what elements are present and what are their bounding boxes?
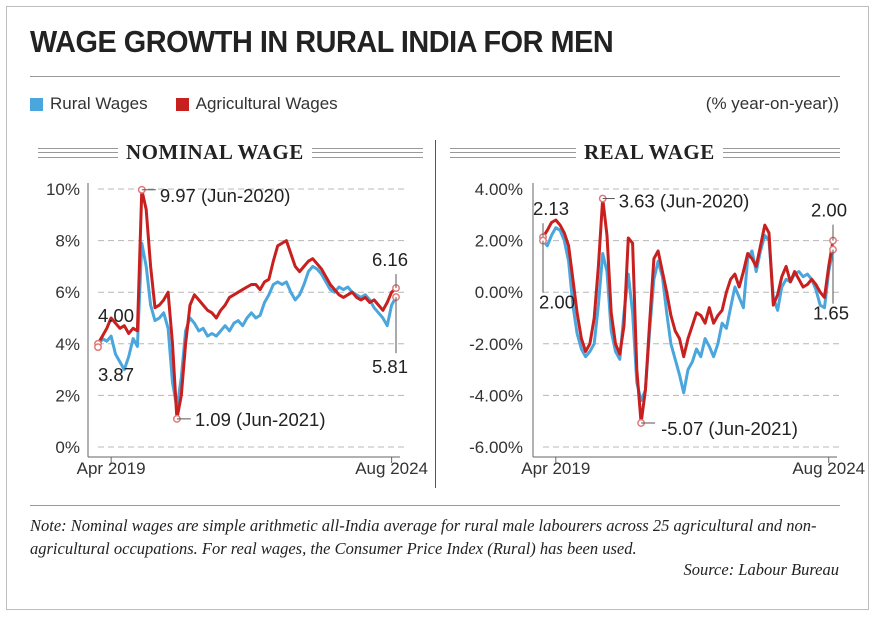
annotation-label: 4.00 <box>98 305 134 326</box>
title-rule <box>30 76 840 77</box>
series-line-agri <box>96 188 398 421</box>
y-tick-label: -6.00% <box>469 438 523 457</box>
chart-title: WAGE GROWTH IN RURAL INDIA FOR MEN <box>30 24 614 59</box>
annotation-label: 9.97 (Jun-2020) <box>160 185 291 206</box>
y-tick-label: 2% <box>55 386 80 405</box>
panel-title-real: REAL WAGE <box>576 140 723 165</box>
annotation-label: 3.63 (Jun-2020) <box>619 191 750 212</box>
note-rule <box>30 505 840 506</box>
legend-swatch-agri <box>175 97 189 111</box>
series-line-rural <box>96 241 398 410</box>
annotation-label: 1.09 (Jun-2021) <box>195 409 326 430</box>
y-tick-label: 0% <box>55 438 80 457</box>
x-tick-label: Aug 2024 <box>792 459 865 478</box>
annotation-marker <box>94 343 102 352</box>
footnote: Note: Nominal wages are simple arithmeti… <box>30 516 817 558</box>
annotation-label: 2.00 <box>539 292 575 313</box>
annotation-label: -5.07 (Jun-2021) <box>661 418 798 439</box>
y-tick-label: 2.00% <box>475 232 523 251</box>
legend-item-agri: Agricultural Wages <box>175 94 338 114</box>
legend-swatch-rural <box>30 97 43 111</box>
y-tick-label: -4.00% <box>469 386 523 405</box>
legend-label-agri: Agricultural Wages <box>195 94 338 113</box>
units-label: (% year-on-year)) <box>705 94 839 113</box>
series-line-agri <box>541 197 835 425</box>
annotation-label: 3.87 <box>98 364 134 385</box>
y-tick-label: 4% <box>55 335 80 354</box>
annotation-label: 5.81 <box>372 356 408 377</box>
source-credit: Source: Labour Bureau <box>683 560 839 579</box>
y-tick-label: -2.00% <box>469 335 523 354</box>
series-line-rural <box>541 226 835 403</box>
panel-title-nominal: NOMINAL WAGE <box>118 140 312 165</box>
x-tick-label: Apr 2019 <box>77 459 146 478</box>
figure-frame <box>6 6 869 610</box>
panel-divider <box>435 140 436 488</box>
x-tick-label: Aug 2024 <box>355 459 428 478</box>
y-tick-label: 6% <box>55 283 80 302</box>
x-tick-label: Apr 2019 <box>521 459 590 478</box>
annotation-label: 6.16 <box>372 249 408 270</box>
annotation-label: 1.65 <box>813 303 849 324</box>
y-tick-label: 0.00% <box>475 283 523 302</box>
legend: Rural Wages Agricultural Wages <box>30 94 366 114</box>
legend-item-rural: Rural Wages <box>30 94 148 114</box>
y-tick-label: 8% <box>55 232 80 251</box>
annotation-label: 2.13 <box>533 198 569 219</box>
y-tick-label: 10% <box>46 180 80 199</box>
annotation-label: 2.00 <box>811 200 847 221</box>
y-tick-label: 4.00% <box>475 180 523 199</box>
legend-label-rural: Rural Wages <box>50 94 148 113</box>
